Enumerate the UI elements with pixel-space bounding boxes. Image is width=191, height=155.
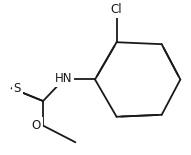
Text: S: S: [14, 82, 21, 95]
Text: O: O: [32, 119, 41, 132]
Text: Cl: Cl: [111, 3, 122, 16]
Text: HN: HN: [55, 72, 72, 85]
